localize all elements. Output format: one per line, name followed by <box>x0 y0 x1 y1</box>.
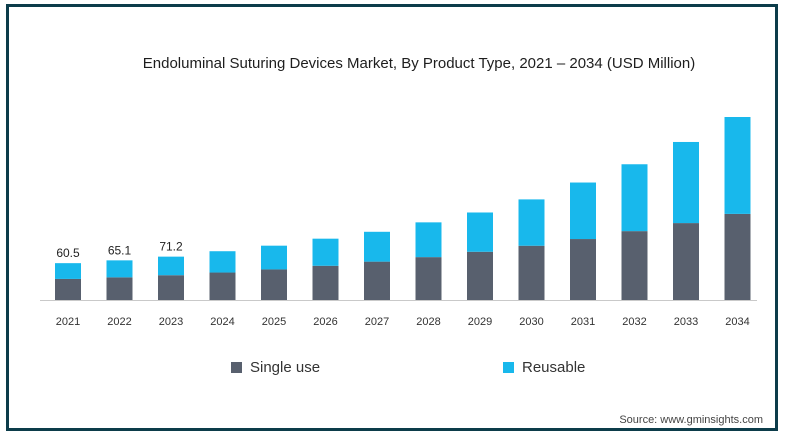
bar-single-use-2031 <box>570 239 596 300</box>
x-tick-label-2021: 2021 <box>56 316 80 328</box>
legend-item-single-use: Single use <box>231 359 320 376</box>
x-tick-label-2030: 2030 <box>519 316 543 328</box>
legend-swatch-reusable <box>503 362 514 373</box>
x-tick-label-2033: 2033 <box>674 316 698 328</box>
x-tick-label-2024: 2024 <box>210 316 234 328</box>
legend-label-reusable: Reusable <box>522 359 586 376</box>
legend-label-single-use: Single use <box>250 359 321 376</box>
legend-swatch-single-use <box>231 362 242 373</box>
bar-single-use-2023 <box>158 275 184 300</box>
chart-title: Endoluminal Suturing Devices Market, By … <box>142 55 696 72</box>
x-tick-label-2022: 2022 <box>107 316 131 328</box>
bar-single-use-2027 <box>364 261 390 300</box>
x-tick-label-2034: 2034 <box>725 316 749 328</box>
bar-single-use-2024 <box>209 272 236 300</box>
bar-reusable-2022 <box>106 260 133 278</box>
bar-reusable-2031 <box>570 182 596 240</box>
bar-reusable-2021 <box>55 263 81 279</box>
bar-reusable-2030 <box>518 199 545 246</box>
x-tick-label-2026: 2026 <box>313 316 337 328</box>
x-tick-label-2031: 2031 <box>571 316 595 328</box>
data-label-2022: 65.1 <box>108 243 132 257</box>
x-tick-label-2028: 2028 <box>416 316 440 328</box>
bar-reusable-2034 <box>724 117 751 214</box>
bar-reusable-2025 <box>261 245 287 270</box>
legend: Single use Reusable <box>0 359 808 379</box>
bar-reusable-2029 <box>467 212 493 252</box>
bar-reusable-2032 <box>621 164 648 232</box>
bar-reusable-2023 <box>158 256 184 276</box>
bar-single-use-2021 <box>55 278 81 300</box>
bar-single-use-2029 <box>467 251 493 300</box>
data-label-2021: 60.5 <box>56 246 80 260</box>
bar-reusable-2033 <box>673 141 699 224</box>
chart-frame <box>6 4 778 431</box>
legend-item-reusable: Reusable <box>503 359 585 376</box>
bar-single-use-2026 <box>312 265 339 300</box>
x-tick-label-2032: 2032 <box>622 316 646 328</box>
bar-single-use-2032 <box>621 231 648 300</box>
bar-single-use-2030 <box>518 245 545 300</box>
bar-single-use-2025 <box>261 269 287 300</box>
bar-reusable-2027 <box>364 231 390 262</box>
x-tick-label-2025: 2025 <box>262 316 286 328</box>
bar-reusable-2026 <box>312 238 339 266</box>
bar-single-use-2022 <box>106 277 133 300</box>
x-tick-label-2027: 2027 <box>365 316 389 328</box>
source-text: Source: www.gminsights.com <box>619 414 763 426</box>
data-label-2023: 71.2 <box>159 240 183 254</box>
bar-reusable-2024 <box>209 251 236 273</box>
bar-single-use-2033 <box>673 223 699 300</box>
bar-single-use-2034 <box>724 213 751 300</box>
bar-single-use-2028 <box>415 257 442 300</box>
x-tick-label-2023: 2023 <box>159 316 183 328</box>
x-tick-label-2029: 2029 <box>468 316 492 328</box>
bar-reusable-2028 <box>415 222 442 258</box>
